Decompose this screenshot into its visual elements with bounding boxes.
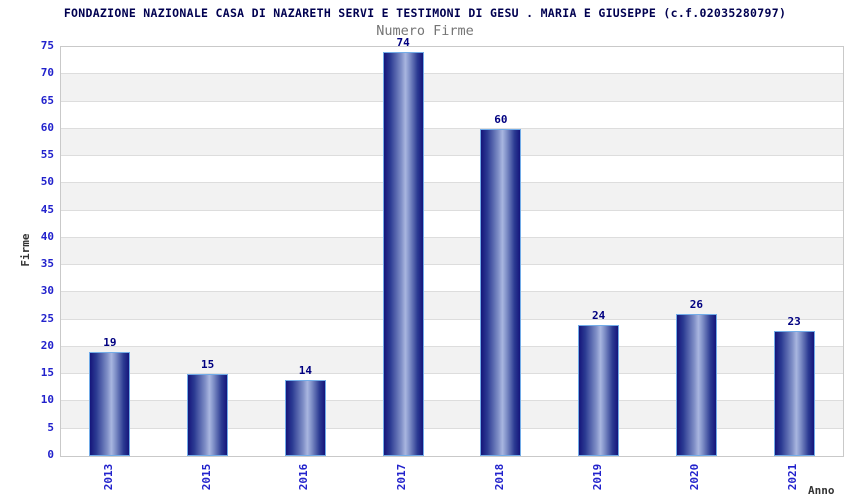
plot-area: 19 15 14 74 60 24 26 23 bbox=[60, 36, 844, 457]
x-tick-label: 2013 bbox=[101, 463, 115, 491]
grid-band bbox=[61, 292, 843, 320]
y-tick-label: 25 bbox=[40, 311, 54, 325]
y-tick-label: 70 bbox=[40, 66, 54, 80]
y-tick-label: 35 bbox=[40, 257, 54, 271]
grid-band bbox=[61, 265, 843, 293]
bar-value-label: 60 bbox=[494, 112, 508, 126]
gridline bbox=[61, 155, 843, 157]
gridline bbox=[61, 100, 843, 102]
grid-band bbox=[61, 101, 843, 129]
gridline bbox=[61, 209, 843, 211]
bar-2018 bbox=[480, 128, 522, 456]
x-tick-label: 2021 bbox=[786, 463, 800, 491]
grid-band bbox=[61, 183, 843, 211]
x-tick-label: 2017 bbox=[395, 463, 409, 491]
bar-value-label: 15 bbox=[201, 358, 215, 372]
grid-band bbox=[61, 128, 843, 157]
grid-band bbox=[61, 156, 843, 184]
bar-value-label: 19 bbox=[103, 336, 117, 350]
bar-value-label: 23 bbox=[787, 314, 801, 328]
bar-2019 bbox=[578, 325, 620, 456]
grid-band bbox=[61, 47, 843, 75]
grid-band bbox=[61, 401, 843, 429]
x-tick-label: 2020 bbox=[688, 463, 702, 491]
x-tick-label: 2019 bbox=[590, 463, 604, 491]
x-axis-title: Anno bbox=[808, 484, 835, 497]
chart-subtitle: Numero Firme bbox=[376, 23, 474, 39]
gridline bbox=[61, 427, 843, 429]
y-tick-label: 65 bbox=[40, 93, 54, 107]
gridline bbox=[61, 182, 843, 184]
gridline bbox=[61, 400, 843, 402]
grid-band bbox=[61, 237, 843, 266]
chart-title: FONDAZIONE NAZIONALE CASA DI NAZARETH SE… bbox=[63, 6, 787, 20]
grid-band bbox=[61, 210, 843, 238]
gridline bbox=[61, 264, 843, 266]
bar-2013 bbox=[89, 352, 131, 456]
bar-2016 bbox=[284, 379, 326, 456]
bar-2020 bbox=[675, 314, 717, 456]
gridline bbox=[61, 127, 843, 129]
y-tick-label: 5 bbox=[47, 420, 54, 434]
y-tick-label: 40 bbox=[40, 229, 54, 243]
y-tick-label: 75 bbox=[40, 39, 54, 52]
y-tick-label: 15 bbox=[40, 366, 54, 380]
gridline bbox=[61, 345, 843, 347]
bar-value-label: 74 bbox=[396, 36, 410, 50]
grid-band bbox=[61, 428, 843, 456]
y-tick-label: 0 bbox=[47, 448, 54, 461]
bar-value-label: 14 bbox=[298, 363, 312, 377]
grid-band bbox=[61, 319, 843, 347]
gridline bbox=[61, 291, 843, 293]
gridline bbox=[61, 318, 843, 320]
y-tick-label: 55 bbox=[40, 148, 54, 162]
y-tick-label: 20 bbox=[40, 338, 54, 352]
gridline bbox=[61, 373, 843, 375]
bar-2021 bbox=[773, 330, 815, 456]
y-tick-label: 60 bbox=[40, 120, 54, 134]
gridline bbox=[61, 236, 843, 238]
x-tick-label: 2016 bbox=[297, 463, 311, 491]
bar-2015 bbox=[187, 374, 229, 456]
y-tick-label: 30 bbox=[40, 284, 54, 298]
y-tick-label: 50 bbox=[40, 175, 54, 189]
gridline bbox=[61, 73, 843, 75]
grid-band bbox=[61, 74, 843, 102]
bar-2017 bbox=[382, 52, 424, 456]
grid-band bbox=[61, 374, 843, 402]
x-tick-label: 2015 bbox=[199, 463, 213, 491]
x-tick-label: 2018 bbox=[492, 463, 506, 491]
grid-band bbox=[61, 346, 843, 375]
bar-value-label: 26 bbox=[689, 298, 703, 312]
y-axis-title: Firme bbox=[19, 233, 32, 267]
y-tick-label: 45 bbox=[40, 202, 54, 216]
y-tick-label: 10 bbox=[40, 393, 54, 407]
bar-value-label: 24 bbox=[592, 309, 606, 323]
